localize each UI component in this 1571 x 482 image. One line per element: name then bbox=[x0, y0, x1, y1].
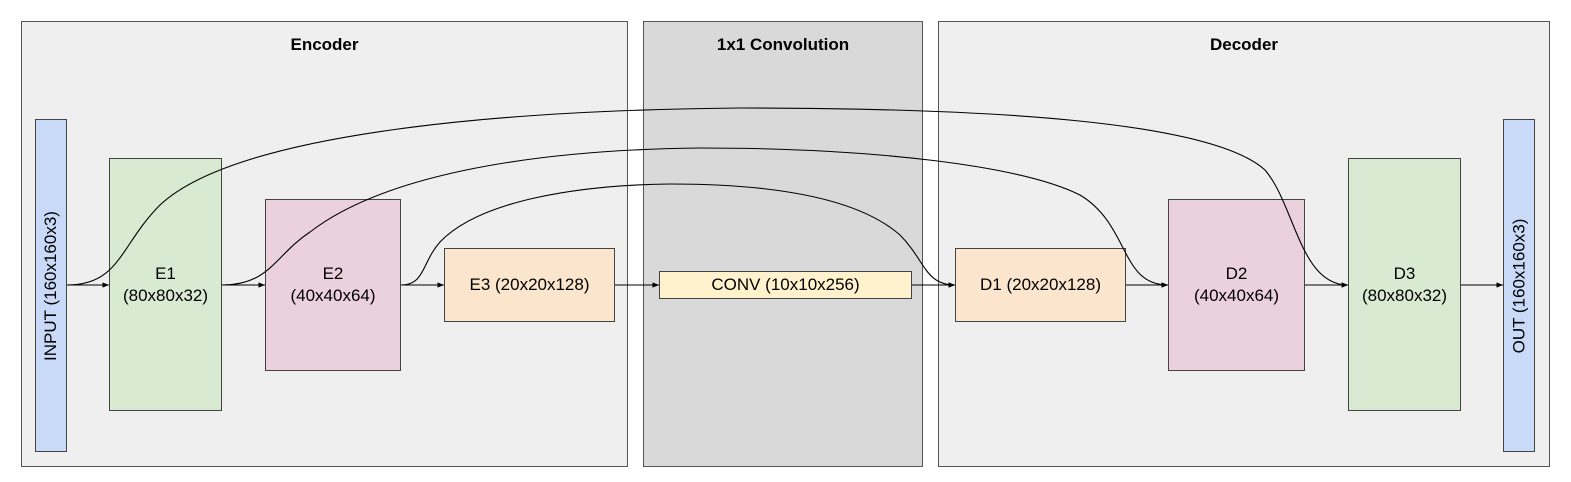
conv-label: CONV (10x10x256) bbox=[711, 275, 860, 294]
conv-title: 1x1 Convolution bbox=[716, 35, 850, 54]
conv-block: CONV (10x10x256) bbox=[659, 271, 912, 299]
d3-name: D3 bbox=[1393, 263, 1416, 283]
decoder-title: Decoder bbox=[1209, 35, 1279, 54]
d3-block: D3 (80x80x32) bbox=[1348, 158, 1461, 411]
d3-shape: (80x80x32) bbox=[1361, 285, 1448, 305]
e2-name: E2 bbox=[322, 264, 344, 283]
e3-label: E3 (20x20x128) bbox=[469, 275, 590, 294]
conv-panel: 1x1 Convolution bbox=[643, 21, 923, 467]
d1-block: D1 (20x20x128) bbox=[955, 248, 1126, 322]
d2-shape: (40x40x64) bbox=[1193, 286, 1280, 305]
out-block: OUT (160x160x3) bbox=[1503, 119, 1535, 452]
d2-block: D2 (40x40x64) bbox=[1168, 199, 1305, 371]
out-label: OUT (160x160x3) bbox=[1509, 218, 1528, 353]
input-block: INPUT (160x160x3) bbox=[35, 119, 67, 452]
encoder-title: Encoder bbox=[290, 35, 359, 54]
e2-block: E2 (40x40x64) bbox=[265, 199, 401, 371]
d2-name: D2 bbox=[1225, 264, 1248, 283]
input-label: INPUT (160x160x3) bbox=[41, 210, 61, 361]
e1-shape: (80x80x32) bbox=[122, 285, 209, 305]
d1-label: D1 (20x20x128) bbox=[980, 275, 1101, 294]
e2-shape: (40x40x64) bbox=[290, 286, 376, 305]
e1-name: E1 bbox=[155, 263, 176, 283]
e3-block: E3 (20x20x128) bbox=[444, 248, 615, 322]
e1-block: E1 (80x80x32) bbox=[109, 158, 222, 411]
